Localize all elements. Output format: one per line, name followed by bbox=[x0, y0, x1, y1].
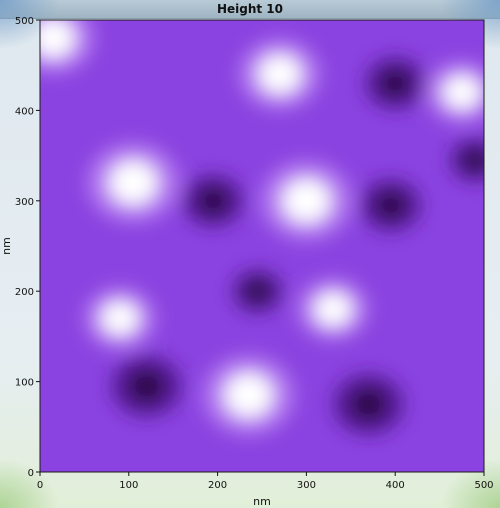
plot-border bbox=[39, 19, 485, 473]
y-tick-label: 200 bbox=[15, 287, 34, 298]
bright-feature-core bbox=[40, 20, 75, 58]
y-tick-label: 300 bbox=[15, 197, 34, 208]
x-axis: 0 100 200 300 400 500 bbox=[37, 472, 494, 491]
x-axis-label: nm bbox=[253, 495, 271, 508]
height-image[interactable] bbox=[12, 3, 500, 472]
dark-feature-core bbox=[197, 186, 230, 216]
y-tick-label: 100 bbox=[15, 378, 34, 389]
y-tick-label: 0 bbox=[28, 468, 34, 479]
dark-feature-core bbox=[461, 147, 484, 173]
y-tick-label: 500 bbox=[15, 16, 34, 27]
x-tick-label: 400 bbox=[386, 480, 405, 491]
bright-feature-core bbox=[109, 160, 158, 205]
dark-feature-core bbox=[127, 369, 166, 404]
bright-feature-core bbox=[224, 373, 273, 418]
window-title: Height 10 bbox=[216, 2, 284, 16]
height-features bbox=[40, 20, 484, 436]
bright-feature-core bbox=[282, 178, 331, 223]
dark-feature-core bbox=[379, 68, 412, 98]
bright-feature-core bbox=[101, 301, 139, 336]
dark-feature-core bbox=[374, 190, 407, 220]
x-tick-label: 300 bbox=[297, 480, 316, 491]
x-tick-label: 200 bbox=[208, 480, 227, 491]
x-tick-label: 0 bbox=[37, 480, 43, 491]
y-axis-label: nm bbox=[0, 237, 13, 255]
bright-feature-core bbox=[314, 292, 352, 327]
dark-feature-core bbox=[244, 278, 271, 304]
bright-feature-core bbox=[443, 75, 481, 110]
y-axis: 0 100 200 300 400 500 bbox=[15, 16, 40, 479]
bright-feature-core bbox=[258, 54, 302, 94]
x-tick-label: 500 bbox=[474, 480, 493, 491]
x-tick-label: 100 bbox=[119, 480, 138, 491]
window-title-bar[interactable]: Height 10 bbox=[0, 0, 500, 19]
y-tick-label: 400 bbox=[15, 106, 34, 117]
dark-feature-core bbox=[349, 387, 388, 422]
